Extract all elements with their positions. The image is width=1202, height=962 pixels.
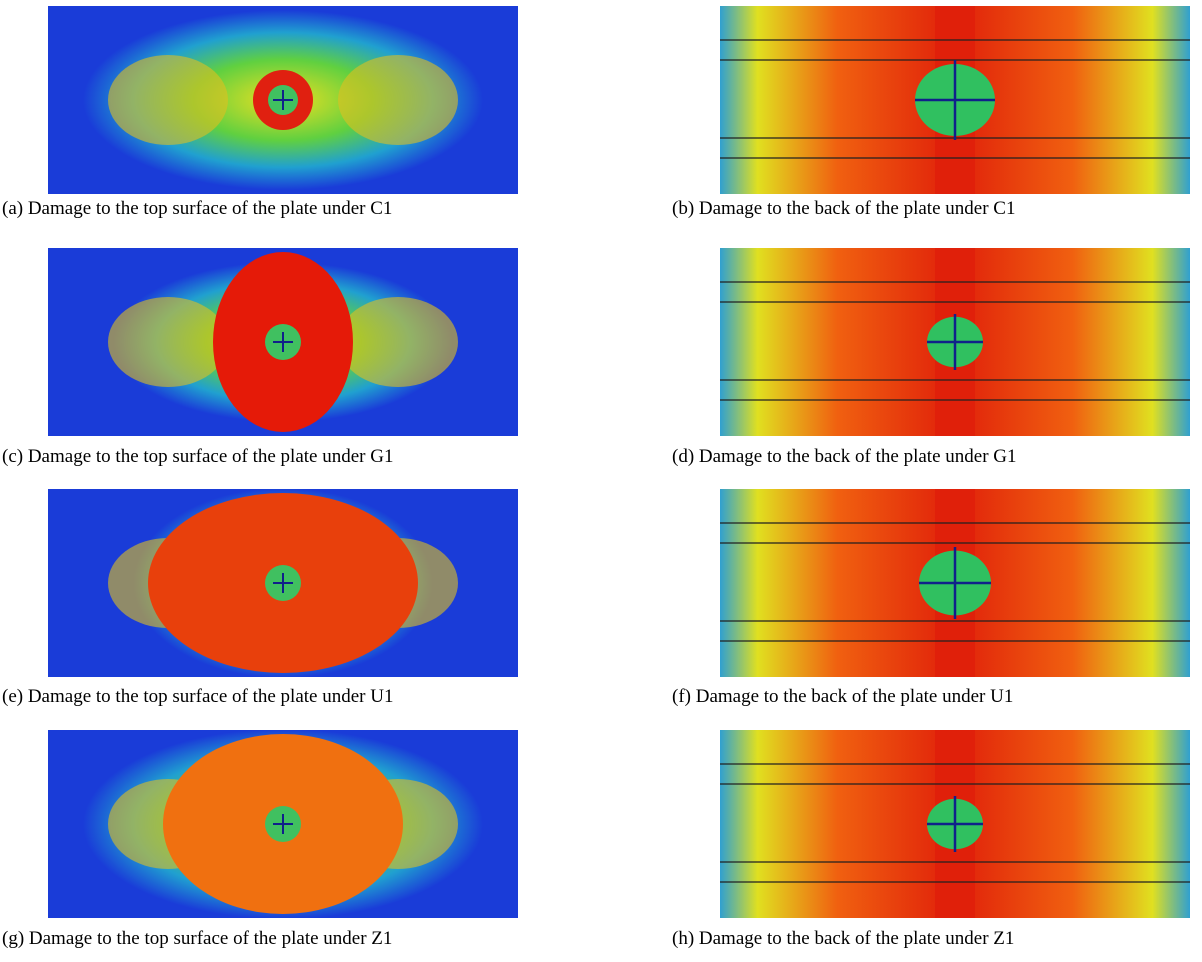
caption: (c) Damage to the top surface of the pla… — [2, 446, 393, 468]
damage-contour — [720, 248, 1190, 436]
figure: (a) Damage to the top surface of the pla… — [0, 0, 1202, 962]
caption: (h) Damage to the back of the plate unde… — [672, 928, 1014, 950]
damage-zone — [338, 55, 458, 145]
caption: (b) Damage to the back of the plate unde… — [672, 198, 1015, 220]
damage-contour — [720, 489, 1190, 677]
damage-zone — [338, 297, 458, 387]
caption: (f) Damage to the back of the plate unde… — [672, 686, 1013, 708]
damage-contour — [48, 489, 518, 677]
damage-zone — [108, 55, 228, 145]
caption: (e) Damage to the top surface of the pla… — [2, 686, 393, 708]
damage-contour — [720, 6, 1190, 194]
damage-contour — [48, 6, 518, 194]
damage-zone — [108, 297, 228, 387]
damage-contour — [720, 730, 1190, 918]
caption: (a) Damage to the top surface of the pla… — [2, 198, 392, 220]
caption: (d) Damage to the back of the plate unde… — [672, 446, 1017, 468]
damage-contour — [48, 730, 518, 918]
caption: (g) Damage to the top surface of the pla… — [2, 928, 392, 950]
damage-contour — [48, 248, 518, 436]
